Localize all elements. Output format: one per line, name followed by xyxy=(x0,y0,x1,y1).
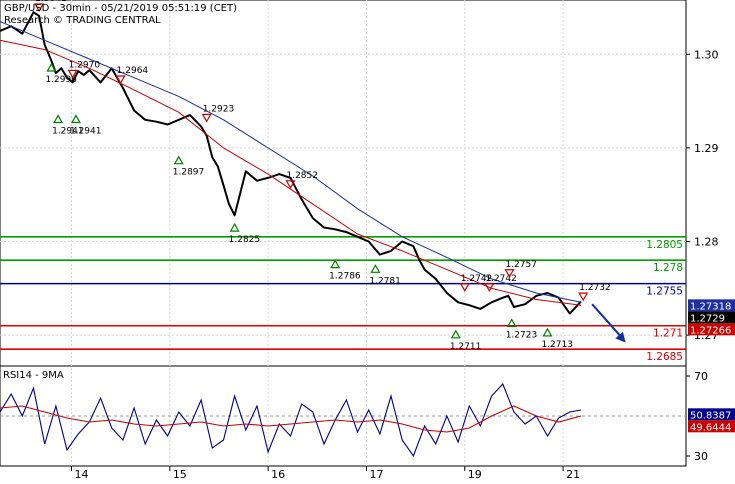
y-tick-label: 1.30 xyxy=(694,48,719,61)
x-tick-label: 15 xyxy=(173,468,187,480)
high-label: 1.3041 xyxy=(35,0,67,4)
series-line-rsi-ma xyxy=(0,405,582,433)
high-label: 1.2742 xyxy=(485,274,517,284)
high-label: 1.2757 xyxy=(505,260,536,270)
low-label: 1.2996 xyxy=(45,75,77,85)
level-label-resistance: 1.2805 xyxy=(646,239,683,251)
low-label: 1.2897 xyxy=(173,168,205,178)
low-marker xyxy=(542,327,553,337)
rsi-y-tick-label: 30 xyxy=(694,450,708,463)
high-marker xyxy=(34,3,45,13)
rsi-value-tag-box xyxy=(688,420,735,433)
low-label: 1.2941 xyxy=(52,127,83,137)
low-label: 1.2825 xyxy=(229,235,261,245)
high-label: 1.2923 xyxy=(203,104,235,114)
level-label-support: 1.2685 xyxy=(646,351,683,363)
high-marker xyxy=(115,75,126,85)
price-tag-label: 1.27266 xyxy=(690,325,731,336)
low-label: 1.2941 xyxy=(70,127,102,137)
low-marker xyxy=(70,114,82,124)
high-marker xyxy=(504,269,515,278)
series-line-price xyxy=(0,11,582,315)
low-marker xyxy=(53,114,64,124)
y-tick-label: 1.29 xyxy=(694,142,719,155)
low-marker xyxy=(370,264,381,273)
low-marker xyxy=(506,318,517,328)
high-label: 1.2964 xyxy=(117,66,149,76)
high-label: 1.2970 xyxy=(69,60,101,70)
low-marker xyxy=(330,259,341,269)
x-tick-label: 21 xyxy=(566,468,580,480)
low-marker xyxy=(173,155,184,165)
chart-subtitle: Research © TRADING CENTRAL xyxy=(4,15,161,26)
high-marker xyxy=(578,292,589,302)
high-marker xyxy=(67,69,78,79)
high-label: 1.2742 xyxy=(461,274,493,284)
low-marker xyxy=(450,329,461,339)
series-line-moving-average-slow xyxy=(0,21,582,303)
forecast-arrow-shaft xyxy=(591,303,624,340)
high-marker xyxy=(484,283,495,293)
high-marker xyxy=(285,180,296,190)
price-tag-box xyxy=(688,323,735,336)
high-marker xyxy=(459,283,470,293)
price-tag-label: 1.2729 xyxy=(690,313,725,324)
series-line-rsi xyxy=(0,382,582,458)
price-tag-box xyxy=(688,311,735,324)
chart-title: GBP/USD - 30min - 05/21/2019 05:51:19 (C… xyxy=(4,3,237,14)
x-tick-label: 14 xyxy=(75,468,89,480)
forecast-arrow-head xyxy=(615,331,626,343)
low-marker xyxy=(229,222,240,232)
rsi-y-tick-label: 70 xyxy=(694,370,708,383)
rsi-value-tag-label: 49.6444 xyxy=(690,422,731,433)
low-label: 1.2711 xyxy=(450,342,482,352)
high-marker xyxy=(201,113,212,123)
low-label: 1.2713 xyxy=(541,340,573,350)
high-label: 1.2852 xyxy=(286,171,318,181)
rsi-value-tag-box xyxy=(688,408,735,421)
level-label-support: 1.271 xyxy=(653,328,683,340)
low-label: 1.2781 xyxy=(369,276,401,286)
level-label-pivot: 1.2755 xyxy=(646,286,683,298)
low-label: 1.2786 xyxy=(329,272,361,282)
rsi-panel-title: RSI14 - 9MA xyxy=(3,370,64,381)
x-tick-label: 17 xyxy=(369,468,383,480)
x-tick-label: 19 xyxy=(468,468,482,480)
price-tag-label: 1.27318 xyxy=(690,301,731,312)
price-tag-box xyxy=(688,299,735,312)
main-plot-area xyxy=(0,0,687,367)
high-label: 1.2732 xyxy=(579,283,611,293)
y-tick-label: 1.28 xyxy=(694,236,719,249)
rsi-value-tag-label: 50.8387 xyxy=(690,410,731,421)
low-marker xyxy=(46,62,57,72)
low-label: 1.2723 xyxy=(506,331,538,341)
x-tick-label: 16 xyxy=(271,468,285,480)
series-line-moving-average-fast xyxy=(0,39,582,306)
level-label-resistance: 1.278 xyxy=(653,262,683,274)
